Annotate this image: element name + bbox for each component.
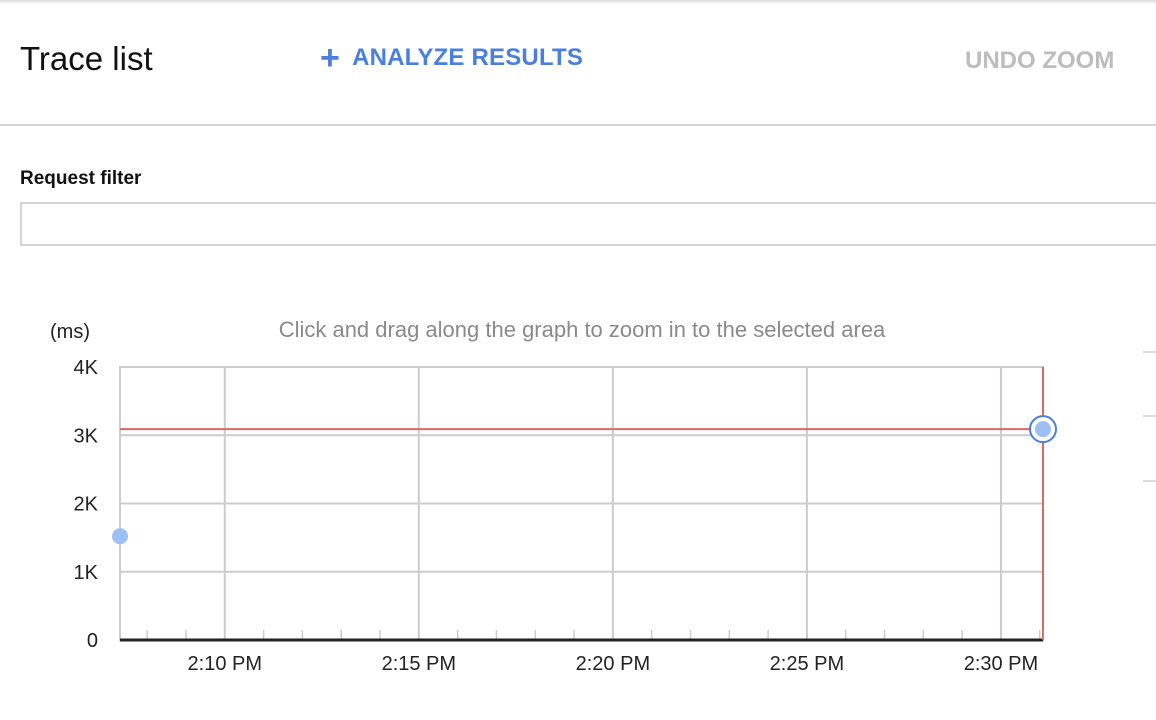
header-divider: [0, 124, 1156, 126]
y-tick-label: 4K: [74, 357, 99, 379]
request-filter-input[interactable]: [20, 202, 1156, 246]
x-tick-label: 2:25 PM: [770, 653, 844, 675]
y-axis-unit-label: (ms): [50, 321, 90, 343]
y-tick-label: 0: [87, 630, 98, 652]
request-filter-label: Request filter: [20, 168, 142, 189]
x-tick-label: 2:20 PM: [576, 653, 650, 675]
analyze-results-label: ANALYZE RESULTS: [352, 44, 584, 71]
x-tick-label: 2:30 PM: [964, 653, 1038, 675]
y-tick-label: 3K: [74, 425, 99, 447]
x-tick-label: 2:10 PM: [188, 653, 262, 675]
page-title: Trace list: [20, 40, 153, 77]
analyze-results-button[interactable]: + ANALYZE RESULTS: [320, 39, 584, 77]
y-tick-label: 1K: [74, 562, 99, 584]
y-tick-label: 2K: [74, 494, 99, 516]
data-point[interactable]: [112, 528, 128, 545]
undo-zoom-button[interactable]: UNDO ZOOM: [965, 47, 1115, 74]
top-shadow: [0, 0, 1156, 4]
chart-hint: Click and drag along the graph to zoom i…: [279, 317, 886, 342]
plus-icon: +: [320, 39, 341, 77]
x-tick-label: 2:15 PM: [382, 653, 456, 675]
data-point[interactable]: [1035, 421, 1051, 438]
